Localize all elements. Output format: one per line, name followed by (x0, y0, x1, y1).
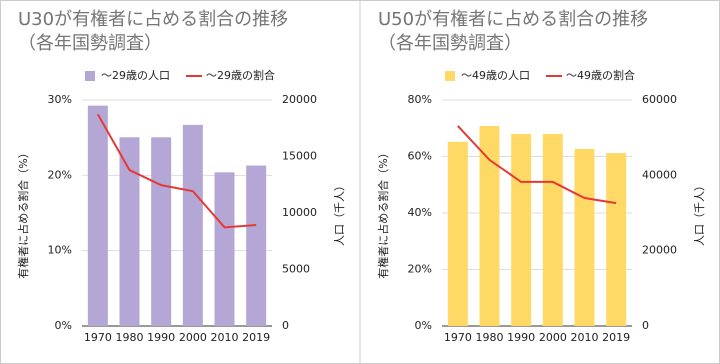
y-tick-label: 60% (408, 150, 432, 163)
y-axis-title: 有権者に占める割合（%） (16, 147, 30, 278)
y2-tick-label: 0 (282, 319, 289, 332)
chart-subtitle: （各年国勢調査） (18, 33, 162, 54)
y2-axis-title: 人口（千人） (333, 180, 346, 246)
bar (119, 137, 140, 326)
y-tick-label: 20% (48, 168, 72, 181)
x-tick-label: 1980 (476, 331, 504, 344)
bar (182, 124, 203, 326)
bar (447, 141, 468, 326)
y2-tick-label: 20000 (642, 244, 677, 257)
y-tick-label: 0% (55, 319, 72, 332)
legend-label: 〜29歳の割合 (206, 68, 275, 82)
y2-tick-label: 10000 (282, 206, 317, 219)
chart-subtitle: （各年国勢調査） (378, 33, 522, 54)
x-tick-label: 2010 (211, 331, 239, 344)
x-tick-label: 2000 (179, 331, 207, 344)
line (457, 125, 617, 205)
y2-tick-label: 40000 (642, 168, 677, 181)
x-tick-label: 1980 (116, 331, 144, 344)
y-tick-label: 40% (408, 206, 432, 219)
y-tick-label: 30% (48, 93, 72, 106)
bar (151, 137, 172, 326)
bar (479, 125, 500, 327)
line (96, 113, 257, 229)
x-tick-label: 1990 (507, 331, 535, 344)
x-tick-label: 2019 (602, 331, 630, 344)
chart-title: U30が有権者に占める割合の推移 (18, 9, 288, 30)
legend-swatch (445, 71, 455, 81)
bar (87, 105, 108, 327)
chart-title: U50が有権者に占める割合の推移 (378, 9, 648, 30)
y2-axis-title: 人口（千人） (693, 180, 706, 246)
legend-label: 〜29歳の人口 (101, 69, 170, 82)
y-tick-label: 20% (408, 263, 432, 276)
y-tick-label: 0% (415, 319, 432, 332)
x-tick-label: 2010 (571, 331, 599, 344)
y2-tick-label: 15000 (282, 150, 317, 163)
legend-label: 〜49歳の人口 (461, 69, 530, 82)
bar (246, 165, 267, 326)
x-tick-label: 2019 (242, 331, 270, 344)
y2-tick-label: 5000 (282, 263, 310, 276)
bar (214, 172, 235, 326)
y2-tick-label: 60000 (642, 93, 677, 106)
legend-label: 〜49歳の割合 (566, 68, 635, 82)
y2-tick-label: 20000 (282, 93, 317, 106)
y-tick-label: 10% (48, 244, 72, 257)
bar (542, 133, 563, 326)
bar (511, 133, 532, 326)
y2-tick-label: 0 (642, 319, 649, 332)
x-tick-label: 2000 (539, 331, 567, 344)
bar (606, 153, 627, 326)
bar (574, 148, 595, 326)
x-tick-label: 1990 (147, 331, 175, 344)
x-tick-label: 1970 (444, 331, 472, 344)
y-tick-label: 80% (408, 93, 432, 106)
legend-swatch (85, 71, 95, 81)
y-axis-title: 有権者に占める割合（%） (376, 147, 390, 278)
x-tick-label: 1970 (84, 331, 112, 344)
